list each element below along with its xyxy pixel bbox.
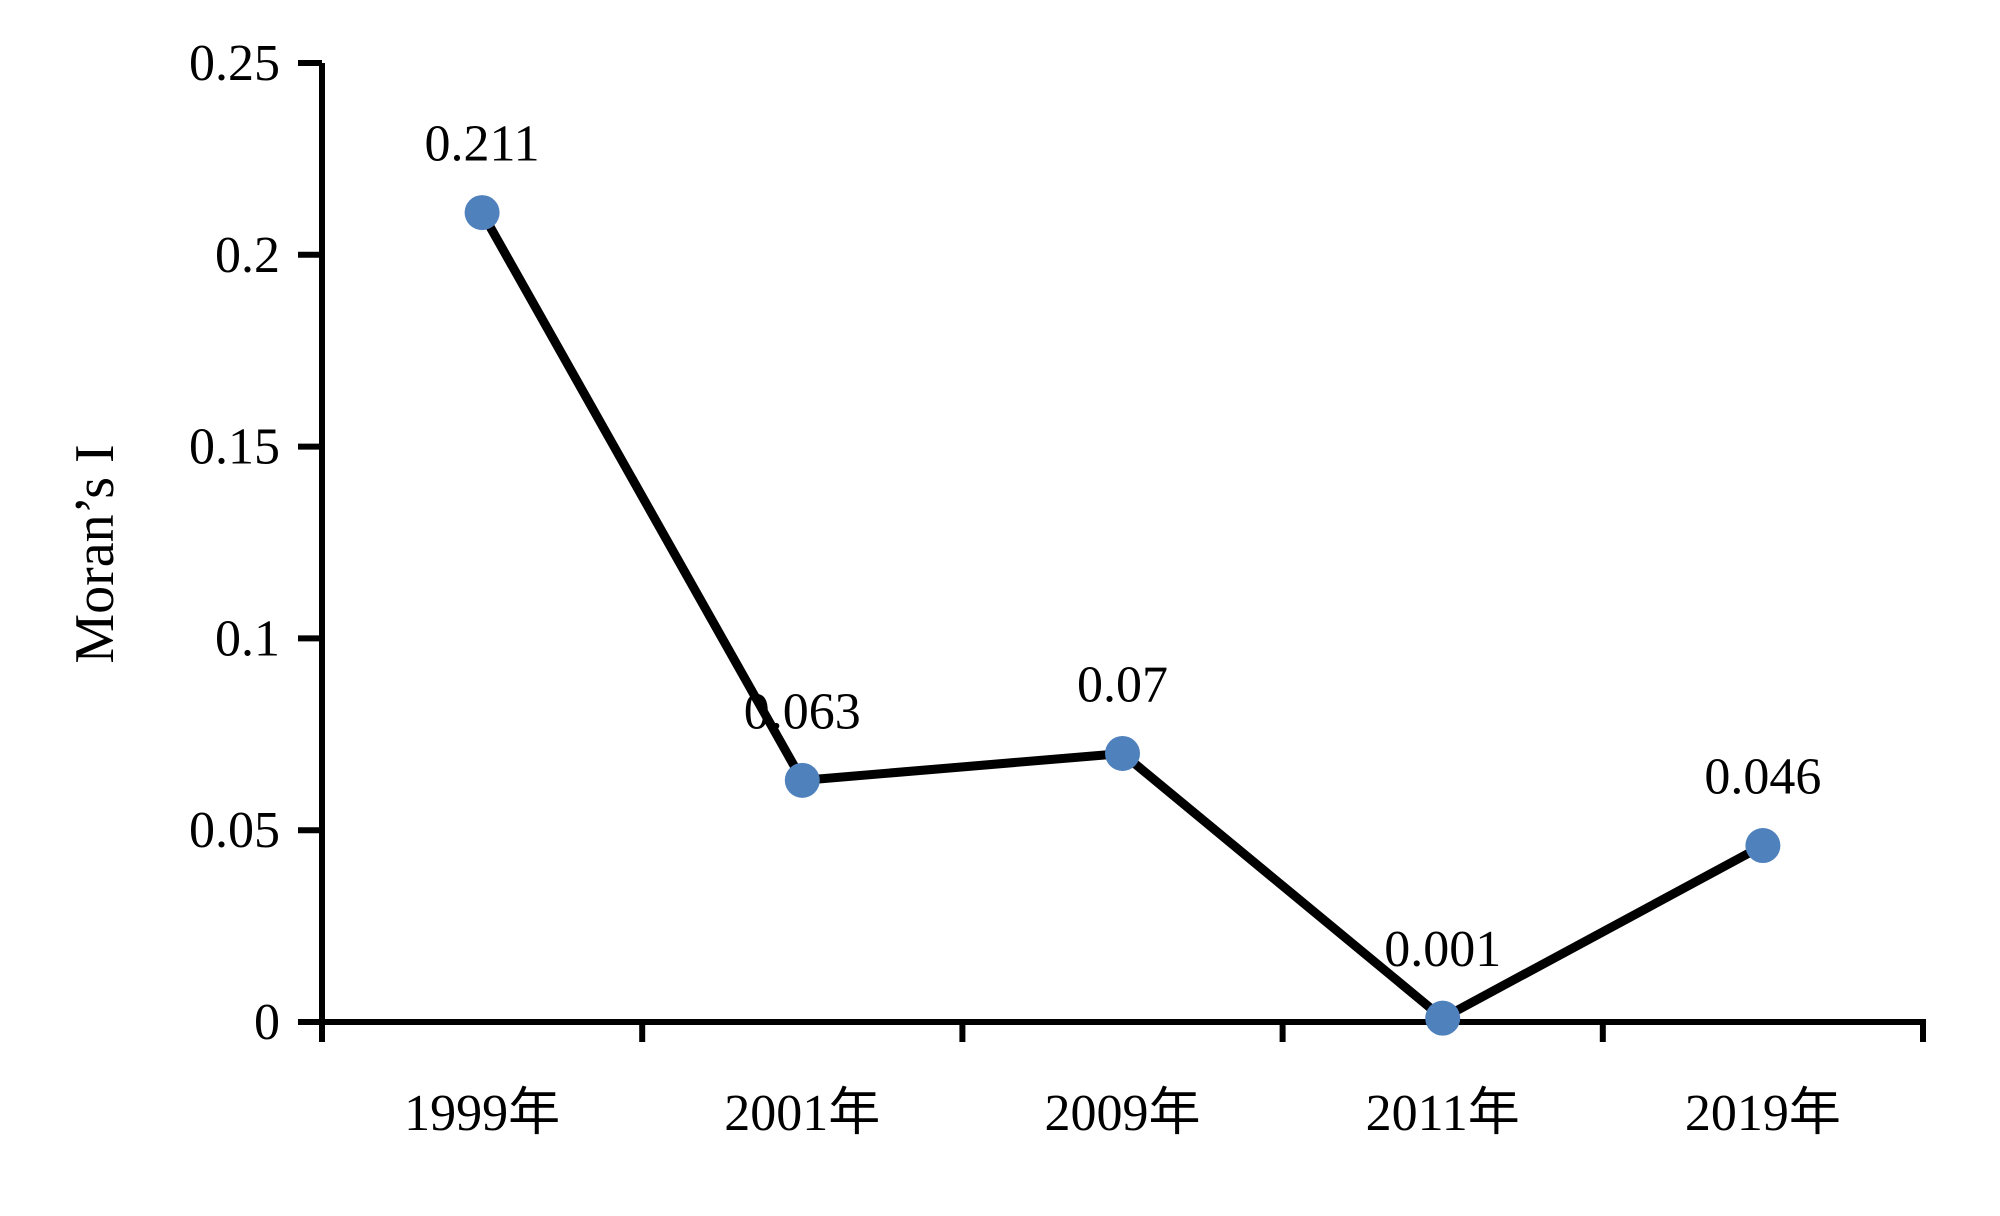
data-point-marker (464, 195, 500, 231)
data-point-label: 0.211 (425, 116, 540, 173)
y-tick-label: 0.25 (189, 35, 280, 92)
y-tick-label: 0.1 (215, 610, 280, 667)
x-category-label: 2011年 (1366, 1085, 1520, 1142)
data-point-marker (1745, 828, 1781, 864)
y-tick-labels: 0 0.05 0.1 0.15 0.2 0.25 (189, 35, 280, 1051)
x-category-label: 1999年 (404, 1085, 560, 1142)
data-point-markers (464, 195, 1781, 1036)
data-point-label: 0.001 (1384, 921, 1501, 978)
x-category-label: 2019年 (1685, 1085, 1841, 1142)
y-tick-label: 0.15 (189, 419, 280, 476)
x-category-label: 2001年 (724, 1085, 880, 1142)
data-point-label: 0.063 (744, 683, 861, 740)
data-point-marker (1425, 1000, 1461, 1036)
y-axis-title: Moran’s I (64, 444, 126, 663)
series-polyline (477, 208, 1768, 1023)
series-line (477, 208, 1768, 1023)
x-tick-labels: 1999年 2001年 2009年 2011年 2019年 (404, 1085, 1841, 1142)
data-point-label: 0.07 (1077, 656, 1168, 713)
data-point-marker (784, 762, 820, 798)
data-point-marker (1105, 735, 1140, 771)
y-tick-label: 0.2 (215, 227, 280, 284)
y-tick-label: 0 (254, 994, 280, 1051)
axis-spine-and-ticks (298, 60, 1926, 1042)
x-category-label: 2009年 (1044, 1085, 1200, 1142)
data-point-label: 0.046 (1704, 749, 1821, 806)
y-tick-label: 0.05 (189, 802, 280, 859)
axes (298, 60, 1926, 1042)
data-labels: 0.211 0.063 0.07 0.001 0.046 (425, 116, 1822, 979)
